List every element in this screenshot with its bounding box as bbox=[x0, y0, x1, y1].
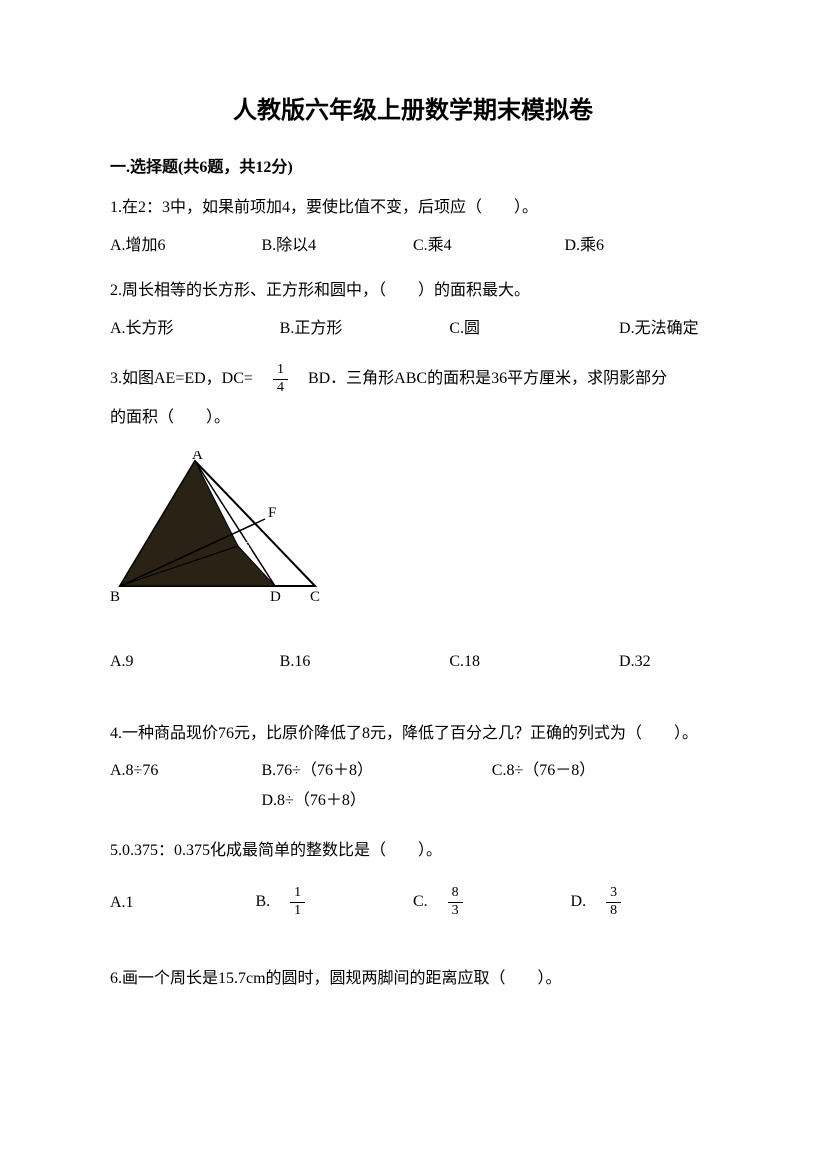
option-a: A.长方形 bbox=[110, 316, 280, 342]
numerator: 3 bbox=[606, 885, 621, 903]
options: A.增加6 B.除以4 C.乘4 D.乘6 bbox=[110, 233, 716, 259]
options: A.1 B. 11 C. 83 D. 38 bbox=[110, 885, 716, 920]
label-d: D bbox=[270, 589, 281, 605]
question-text: 1.在2：3中，如果前项加4，要使比值不变，后项应（ ）。 bbox=[110, 195, 716, 221]
option-b: B.76÷（76＋8） bbox=[262, 758, 492, 784]
option-b: B.正方形 bbox=[280, 316, 450, 342]
q3-post: BD．三角形ABC的面积是36平方厘米，求阴影部分 bbox=[292, 370, 667, 387]
denominator: 4 bbox=[273, 380, 288, 397]
denominator: 3 bbox=[448, 903, 463, 920]
option-b: B. 11 bbox=[255, 885, 413, 920]
option-c: C.8÷（76－8） bbox=[492, 758, 595, 784]
option-d-pre: D. bbox=[571, 893, 603, 910]
options: A.8÷76B.76÷（76＋8）C.8÷（76－8） D.8÷（76＋8） bbox=[110, 758, 716, 813]
option-c: C.圆 bbox=[449, 316, 619, 342]
option-d: D.32 bbox=[619, 649, 716, 675]
option-d: D.乘6 bbox=[565, 233, 717, 259]
fraction: 83 bbox=[448, 885, 463, 920]
denominator: 1 bbox=[290, 903, 305, 920]
options: A.长方形 B.正方形 C.圆 D.无法确定 bbox=[110, 316, 716, 342]
option-a: A.9 bbox=[110, 649, 280, 675]
label-a: A bbox=[192, 451, 203, 463]
numerator: 8 bbox=[448, 885, 463, 903]
option-a: A.1 bbox=[110, 890, 255, 916]
option-b: B.16 bbox=[280, 649, 450, 675]
triangle-figure: A B C D E F bbox=[110, 451, 716, 620]
question-4: 4.一种商品现价76元，比原价降低了8元，降低了百分之几？正确的列式为（ ）。 … bbox=[110, 721, 716, 814]
fraction: 38 bbox=[606, 885, 621, 920]
fraction: 11 bbox=[290, 885, 305, 920]
numerator: 1 bbox=[273, 362, 288, 380]
label-c: C bbox=[310, 589, 320, 605]
option-a: A.增加6 bbox=[110, 233, 262, 259]
option-d: D.8÷（76＋8） bbox=[262, 788, 366, 814]
option-c: C.18 bbox=[449, 649, 619, 675]
option-a: A.8÷76 bbox=[110, 758, 262, 784]
option-b-pre: B. bbox=[255, 893, 286, 910]
question-text: 3.如图AE=ED，DC= 14 BD．三角形ABC的面积是36平方厘米，求阴影… bbox=[110, 361, 716, 397]
option-c: C.乘4 bbox=[413, 233, 565, 259]
triangle-svg: A B C D E F bbox=[110, 451, 340, 611]
question-3: 3.如图AE=ED，DC= 14 BD．三角形ABC的面积是36平方厘米，求阴影… bbox=[110, 361, 716, 674]
question-2: 2.周长相等的长方形、正方形和圆中，（ ）的面积最大。 A.长方形 B.正方形 … bbox=[110, 278, 716, 341]
label-f: F bbox=[268, 505, 276, 521]
question-text: 4.一种商品现价76元，比原价降低了8元，降低了百分之几？正确的列式为（ ）。 bbox=[110, 721, 716, 747]
question-text: 2.周长相等的长方形、正方形和圆中，（ ）的面积最大。 bbox=[110, 278, 716, 304]
question-6: 6.画一个周长是15.7cm的圆时，圆规两脚间的距离应取（ ）。 bbox=[110, 966, 716, 992]
denominator: 8 bbox=[606, 903, 621, 920]
label-b: B bbox=[110, 589, 120, 605]
section-header: 一.选择题(共6题，共12分) bbox=[110, 153, 716, 177]
question-text: 6.画一个周长是15.7cm的圆时，圆规两脚间的距离应取（ ）。 bbox=[110, 966, 716, 992]
question-5: 5.0.375：0.375化成最简单的整数比是（ ）。 A.1 B. 11 C.… bbox=[110, 838, 716, 920]
q3-pre: 3.如图AE=ED，DC= bbox=[110, 370, 269, 387]
options: A.9 B.16 C.18 D.32 bbox=[110, 649, 716, 675]
question-1: 1.在2：3中，如果前项加4，要使比值不变，后项应（ ）。 A.增加6 B.除以… bbox=[110, 195, 716, 258]
option-b: B.除以4 bbox=[262, 233, 414, 259]
page-title: 人教版六年级上册数学期末模拟卷 bbox=[110, 90, 716, 125]
option-d: D.无法确定 bbox=[619, 316, 716, 342]
label-e: E bbox=[243, 540, 252, 555]
question-text-line2: 的面积（ ）。 bbox=[110, 405, 716, 431]
question-text: 5.0.375：0.375化成最简单的整数比是（ ）。 bbox=[110, 838, 716, 864]
numerator: 1 bbox=[290, 885, 305, 903]
option-d: D. 38 bbox=[571, 885, 716, 920]
option-c-pre: C. bbox=[413, 893, 444, 910]
fraction: 14 bbox=[273, 362, 288, 397]
option-c: C. 83 bbox=[413, 885, 571, 920]
